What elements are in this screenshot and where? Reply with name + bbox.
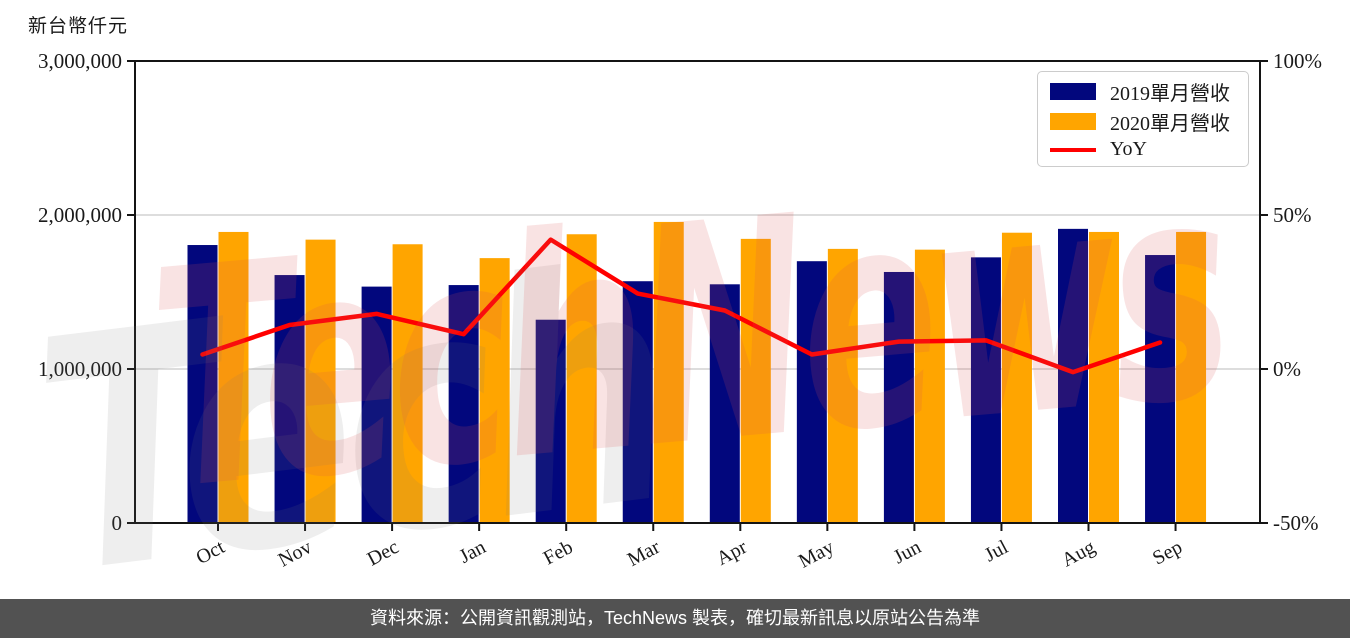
right-axis-label-100: 100% — [1273, 49, 1322, 73]
bar-2019-feb — [535, 319, 566, 523]
bar-2019-jul — [970, 257, 1001, 523]
bar-2019-mar — [622, 281, 653, 523]
chart-legend: 2019單月營收 2020單月營收 YoY — [1037, 71, 1249, 167]
bar-2020-sep — [1176, 231, 1207, 523]
bar-2020-mar — [653, 221, 684, 523]
bar-2019-jun — [883, 271, 914, 523]
bar-2020-dec — [392, 244, 423, 523]
legend-swatch-2019 — [1050, 82, 1096, 100]
bar-2020-aug — [1089, 231, 1119, 523]
x-tick-label-jun: Jun — [890, 536, 925, 568]
bar-2019-sep — [1145, 255, 1176, 524]
bar-2019-oct — [187, 245, 218, 523]
legend-label-2019: 2019單月營收 — [1110, 82, 1230, 105]
left-axis-label-2000000: 2,000,000 — [38, 203, 122, 227]
legend-label-yoy: YoY — [1110, 138, 1147, 161]
bar-2019-dec — [361, 286, 392, 523]
x-tick-label-apr: Apr — [713, 536, 751, 570]
right-axis-label-0: 0% — [1273, 357, 1301, 381]
bar-2019-aug — [1058, 228, 1088, 524]
technews-watermark-ghost: Tech — [20, 201, 681, 600]
right-axis-label--50: -50% — [1273, 511, 1319, 535]
legend-swatch-2020 — [1050, 113, 1096, 131]
plot-frame — [134, 60, 1261, 524]
axis-unit-label: 新台幣仟元 — [28, 16, 129, 37]
x-tick-label-may: May — [795, 536, 838, 573]
left-axis-label-1000000: 1,000,000 — [38, 357, 122, 381]
yoy-line — [200, 237, 1163, 375]
bar-2020-nov — [305, 239, 336, 523]
left-axis-label-0: 0 — [112, 511, 123, 535]
bar-2020-jun — [914, 249, 945, 523]
bar-2020-feb — [566, 234, 597, 523]
bar-2020-may — [827, 248, 858, 523]
x-tick-label-jul: Jul — [981, 536, 1012, 567]
bar-2020-apr — [740, 238, 771, 523]
bar-2020-oct — [218, 231, 249, 523]
bar-2019-apr — [709, 284, 740, 523]
x-tick-label-aug: Aug — [1058, 536, 1099, 572]
bar-2020-jul — [1001, 232, 1032, 523]
legend-item-2020: 2020單月營收 — [1050, 107, 1236, 136]
bar-2019-may — [796, 261, 827, 523]
bar-2019-nov — [274, 275, 305, 523]
revenue-yoy-chart: 0 1,000,000 2,000,000 3,000,000 -50% 0% 50% 100… — [20, 49, 1322, 600]
right-axis-label-50: 50% — [1273, 203, 1312, 227]
footer-source-note: 資料來源：公開資訊觀測站，TechNews 製表，確切最新訊息以原站公告為準 — [0, 599, 1350, 638]
legend-item-2019: 2019單月營收 — [1050, 77, 1236, 106]
left-axis-label-3000000: 3,000,000 — [38, 49, 122, 73]
legend-label-2020: 2020單月營收 — [1110, 113, 1230, 136]
legend-item-yoy: YoY — [1050, 138, 1236, 161]
x-tick-label-sep: Sep — [1149, 536, 1186, 570]
legend-swatch-yoy-line — [1050, 147, 1096, 152]
